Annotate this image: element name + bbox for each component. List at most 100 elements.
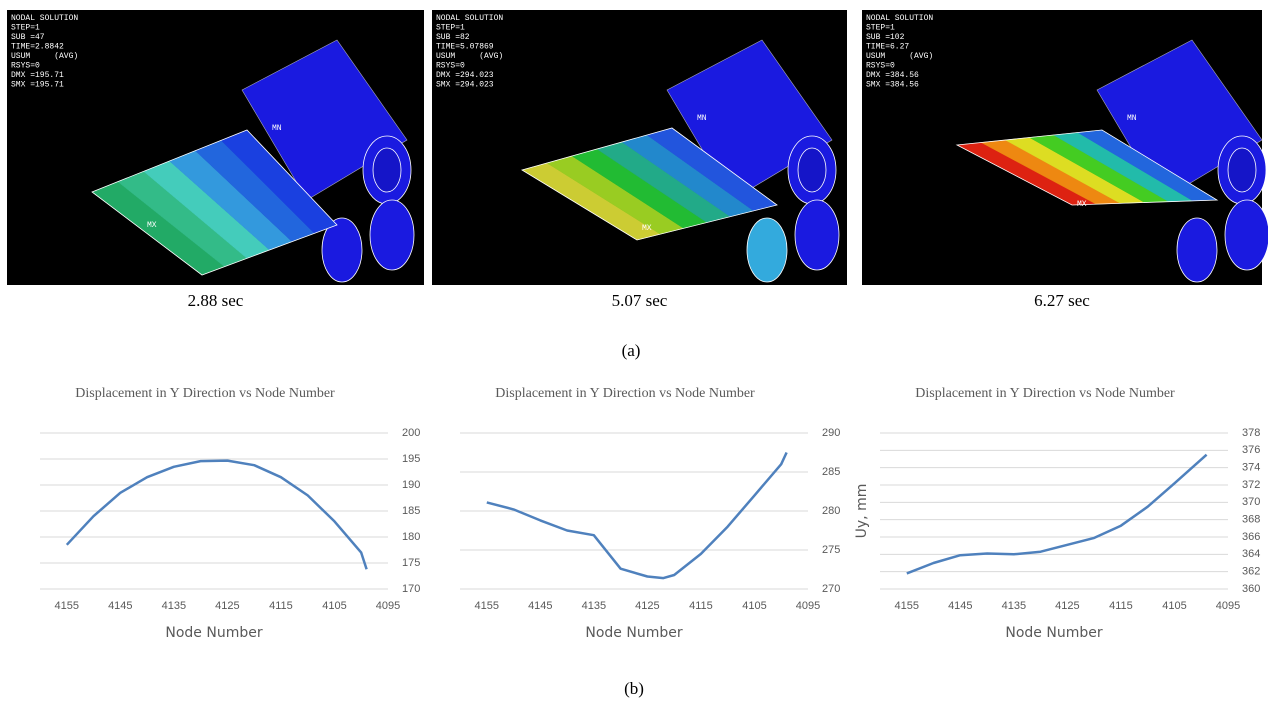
x-tick-label: 4095	[796, 600, 820, 612]
solution-text: DMX =294.023	[436, 71, 494, 80]
solution-text: DMX =384.56	[866, 71, 919, 80]
plate-outline	[521, 127, 778, 241]
solution-text: DMX =195.71	[11, 71, 64, 80]
plate-outline	[91, 129, 338, 276]
x-tick-label: 4125	[1055, 600, 1079, 612]
solution-text: SMX =195.71	[11, 81, 64, 90]
solution-text: SUB =102	[866, 33, 905, 42]
x-tick-label: 4145	[108, 600, 132, 612]
solution-text: USUM (AVG)	[866, 52, 933, 61]
y-tick-label: 364	[1242, 548, 1260, 560]
x-axis-label: Node Number	[1005, 625, 1102, 641]
x-tick-label: 4155	[55, 600, 79, 612]
panel-caption: 6.27 sec	[1034, 291, 1090, 310]
y-tick-label: 374	[1242, 462, 1260, 474]
y-tick-label: 360	[1242, 583, 1260, 595]
x-tick-label: 4135	[1002, 600, 1026, 612]
min-label: MN	[1127, 114, 1137, 123]
plate-outline	[955, 129, 1219, 206]
y-tick-label: 200	[402, 427, 420, 439]
y-axis-label: Uy, mm	[854, 484, 870, 539]
solution-text: USUM (AVG)	[11, 52, 78, 61]
y-tick-label: 190	[402, 479, 420, 491]
x-tick-label: 4115	[1109, 600, 1133, 612]
chart-title: Displacement in Y Direction vs Node Numb…	[495, 386, 755, 401]
y-tick-label: 175	[402, 557, 420, 569]
panel-caption: 2.88 sec	[188, 291, 244, 310]
chart-title: Displacement in Y Direction vs Node Numb…	[75, 386, 335, 401]
solution-text: SMX =384.56	[866, 81, 919, 90]
solution-text: STEP=1	[11, 24, 40, 33]
x-tick-label: 4105	[1162, 600, 1186, 612]
y-tick-label: 290	[822, 427, 840, 439]
solution-text: RSYS=0	[436, 62, 465, 71]
solution-text: RSYS=0	[11, 62, 40, 71]
y-tick-label: 275	[822, 544, 840, 556]
caption-b: (b)	[624, 679, 644, 698]
y-tick-label: 170	[402, 583, 420, 595]
x-tick-label: 4145	[528, 600, 552, 612]
y-tick-label: 185	[402, 505, 420, 517]
max-label: MX	[642, 224, 652, 233]
solution-text: NODAL SOLUTION	[866, 14, 933, 23]
x-tick-label: 4135	[162, 600, 186, 612]
y-tick-label: 195	[402, 453, 420, 465]
chart-title: Displacement in Y Direction vs Node Numb…	[915, 386, 1175, 401]
max-label: MX	[1077, 200, 1087, 209]
x-tick-label: 4125	[215, 600, 239, 612]
y-tick-label: 366	[1242, 531, 1260, 543]
solution-text: TIME=6.27	[866, 43, 909, 52]
max-label: MX	[147, 221, 157, 230]
x-tick-label: 4145	[948, 600, 972, 612]
solution-text: USUM (AVG)	[436, 52, 503, 61]
min-label: MN	[272, 124, 282, 133]
data-line	[486, 451, 788, 580]
x-tick-label: 4105	[742, 600, 766, 612]
solution-text: NODAL SOLUTION	[11, 14, 78, 23]
y-tick-label: 285	[822, 466, 840, 478]
roller-lower	[321, 217, 363, 283]
solution-text: TIME=2.8842	[11, 43, 64, 52]
caption-a: (a)	[622, 341, 641, 360]
x-tick-label: 4115	[689, 600, 713, 612]
solution-text: TIME=5.07869	[436, 43, 494, 52]
y-tick-label: 370	[1242, 496, 1260, 508]
y-tick-label: 372	[1242, 479, 1260, 491]
y-tick-label: 368	[1242, 514, 1260, 526]
solution-text: STEP=1	[436, 24, 465, 33]
roller-lower	[1224, 199, 1268, 271]
x-tick-label: 4155	[895, 600, 919, 612]
panel-caption: 5.07 sec	[612, 291, 668, 310]
y-tick-label: 270	[822, 583, 840, 595]
solution-text: STEP=1	[866, 24, 895, 33]
roller-end	[372, 147, 402, 193]
y-tick-label: 362	[1242, 566, 1260, 578]
x-tick-label: 4095	[1216, 600, 1240, 612]
x-tick-label: 4135	[582, 600, 606, 612]
solution-text: SMX =294.023	[436, 81, 494, 90]
x-tick-label: 4095	[376, 600, 400, 612]
y-tick-label: 378	[1242, 427, 1260, 439]
roller-lower	[369, 199, 415, 271]
data-line	[65, 459, 368, 570]
roller-end	[1227, 147, 1257, 193]
roller-lower	[1176, 217, 1218, 283]
y-tick-label: 280	[822, 505, 840, 517]
solution-text: NODAL SOLUTION	[436, 14, 503, 23]
data-line	[906, 453, 1208, 575]
roller-lower	[746, 217, 788, 283]
solution-text: SUB =47	[11, 33, 45, 42]
x-axis-label: Node Number	[165, 625, 262, 641]
solution-text: SUB =82	[436, 33, 470, 42]
min-label: MN	[697, 114, 707, 123]
x-tick-label: 4125	[635, 600, 659, 612]
x-tick-label: 4115	[269, 600, 293, 612]
y-tick-label: 180	[402, 531, 420, 543]
y-tick-label: 376	[1242, 444, 1260, 456]
roller-lower	[794, 199, 840, 271]
solution-text: RSYS=0	[866, 62, 895, 71]
x-tick-label: 4155	[475, 600, 499, 612]
